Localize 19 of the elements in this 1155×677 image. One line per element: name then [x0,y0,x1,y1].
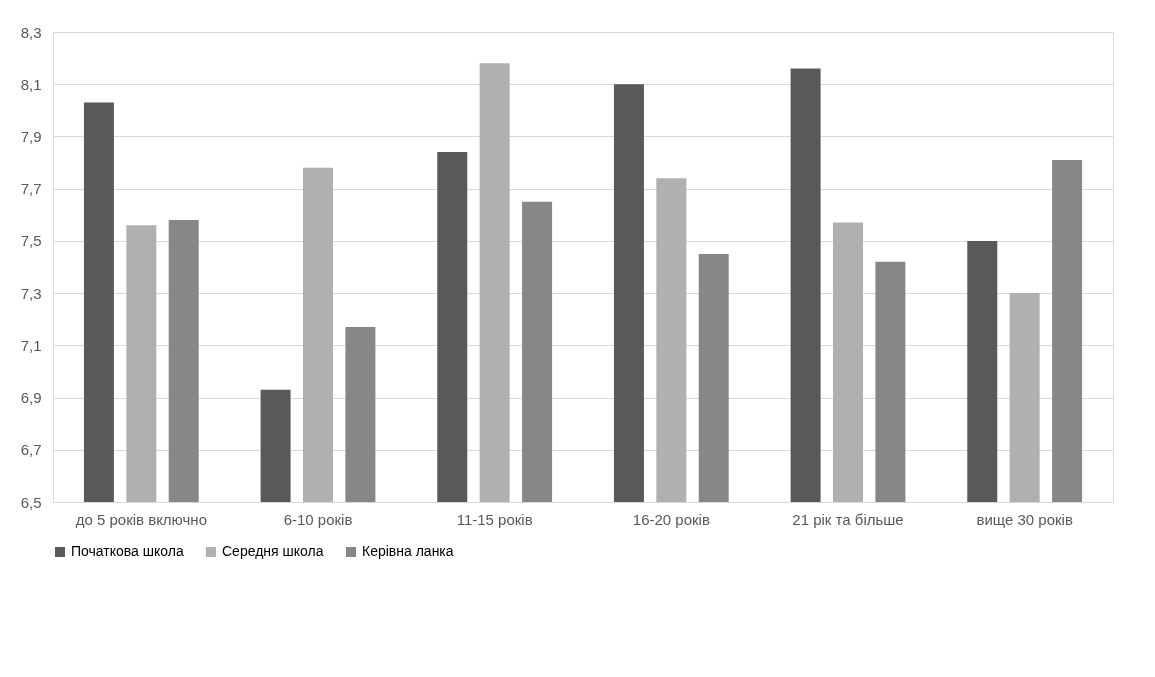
y-tick-label: 6,9 [20,389,42,407]
x-tick-label: 21 рік та більше [792,510,904,528]
x-tick-label: 16-20 років [632,510,710,528]
y-tick-label: 8,1 [20,75,42,93]
x-tick-label: 11-15 років [456,510,533,528]
y-tick-label: 6,7 [20,441,42,459]
y-tick-label: 7,1 [20,336,42,354]
y-tick-label: 8,3 [20,23,42,41]
legend-label: Початкова школа [71,543,184,559]
y-tick-label: 7,7 [20,180,42,198]
legend-label: Середня школа [222,543,324,559]
legend-label: Керівна ланка [362,543,454,559]
y-tick-label: 6,5 [20,493,42,511]
y-tick-label: 7,3 [20,284,42,302]
y-tick-label: 7,5 [20,232,42,250]
x-tick-label: вище 30 років [976,510,1073,528]
y-tick-label: 7,9 [20,127,42,145]
x-tick-label: до 5 років включно [75,510,207,528]
x-tick-label: 6-10 років [283,510,353,528]
